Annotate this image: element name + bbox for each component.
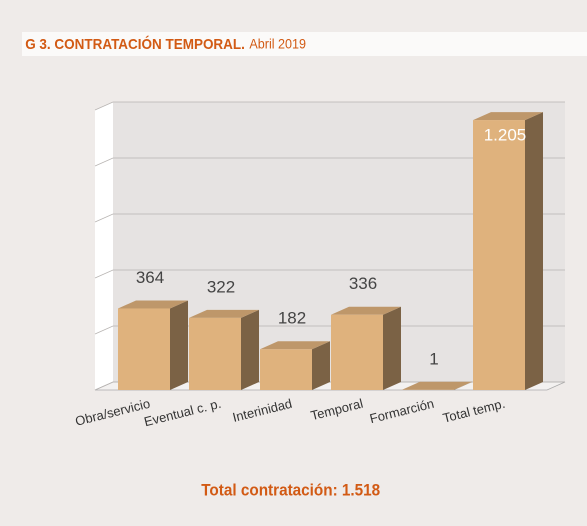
chart-title: G 3. CONTRATACIÓN TEMPORAL. [25,34,245,53]
bar-top [473,112,543,121]
grid-line [94,325,565,335]
bar-top [260,341,330,350]
value-label: 182 [278,309,306,328]
title-bar [22,32,587,56]
value-label: 336 [349,274,377,293]
grid-line [94,157,565,167]
bar-side [383,306,401,390]
bar [118,308,170,390]
grid-line [94,381,565,391]
value-label: 1.205 [484,126,527,145]
grid-line [94,101,565,111]
value-label: 322 [207,277,235,296]
bar-top [118,300,188,309]
chart-subtitle: Abril 2019 [249,36,306,52]
grid-line [94,213,565,223]
bar [473,120,525,390]
value-label: 1 [429,349,438,368]
bar-side [454,381,472,390]
bar-top [189,309,259,318]
bar [189,317,241,390]
bar-side [312,341,330,390]
bar-side [525,112,543,390]
bar-side [170,300,188,390]
bar-top [331,306,401,315]
bar [260,349,312,390]
value-label: 364 [136,268,164,287]
side-wall [95,102,113,390]
bar-top [402,381,472,390]
bar [331,314,383,390]
footer-total: Total contratación: 1.518 [201,481,380,500]
bar-side [241,309,259,390]
grid-line [94,269,565,279]
